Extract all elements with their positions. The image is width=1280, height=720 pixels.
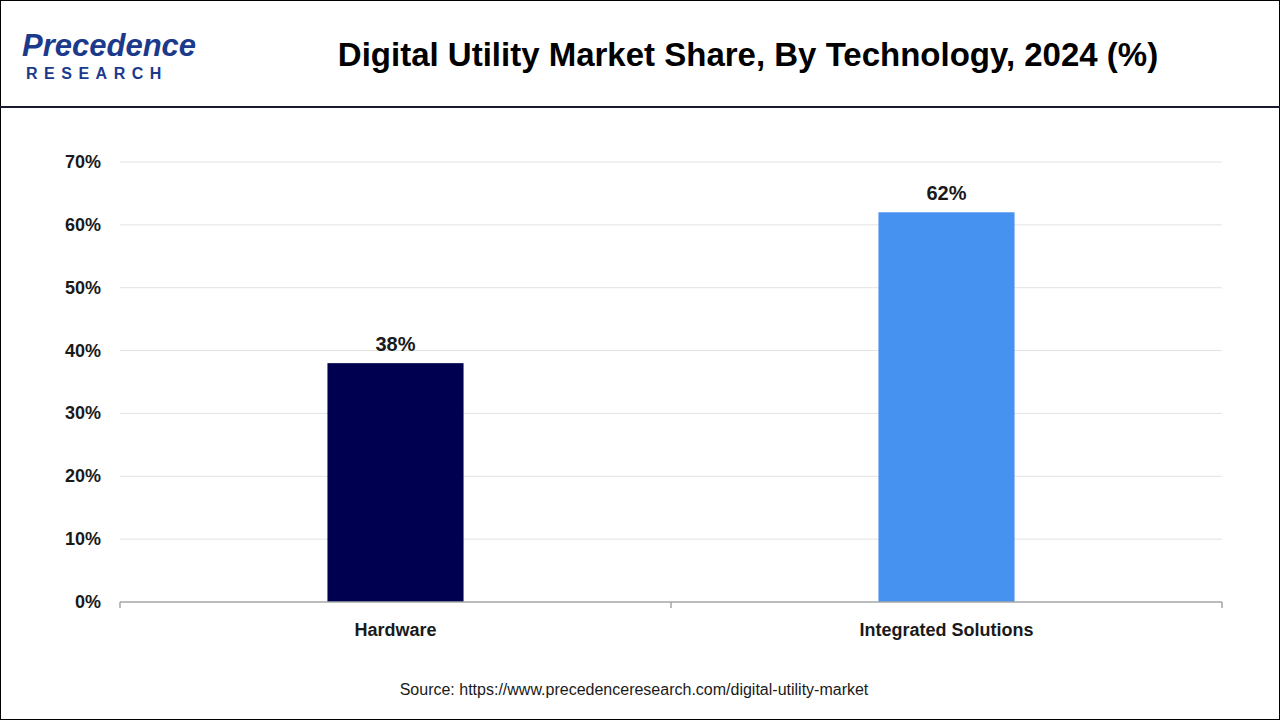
x-tick-label: Integrated Solutions [859, 620, 1033, 640]
grid-line [120, 539, 1222, 540]
grid-line [120, 224, 1222, 225]
data-label: 62% [926, 182, 966, 204]
x-tick [670, 602, 672, 608]
brand-tagline: RESEARCH [26, 65, 168, 82]
y-tick-label: 50% [65, 278, 101, 298]
x-tick [119, 602, 121, 608]
y-tick-label: 10% [65, 529, 101, 549]
frame [1, 1, 1280, 720]
data-label: 38% [375, 333, 415, 355]
x-tick-label: Hardware [354, 620, 436, 640]
y-tick-label: 60% [65, 215, 101, 235]
title: Digital Utility Market Share, By Technol… [338, 36, 1158, 73]
chart: Precedence RESEARCH Digital Utility Market… [0, 0, 1280, 720]
bar [327, 363, 463, 602]
y-tick-label: 40% [65, 341, 101, 361]
grid-line [120, 476, 1222, 477]
y-tick-label: 30% [65, 403, 101, 423]
y-tick-label: 0% [75, 592, 101, 612]
grid-line [120, 413, 1222, 414]
grid-line [120, 350, 1222, 351]
grid-line [120, 162, 1222, 163]
y-tick-label: 20% [65, 466, 101, 486]
bar [878, 212, 1014, 602]
header-rule [0, 106, 1280, 108]
x-tick [1221, 602, 1223, 608]
source: Source: https://www.precedenceresearch.c… [400, 681, 869, 698]
y-tick-label: 70% [65, 152, 101, 172]
brand-name: Precedence [22, 28, 196, 63]
bars [327, 212, 1014, 602]
grid-line [120, 287, 1222, 288]
